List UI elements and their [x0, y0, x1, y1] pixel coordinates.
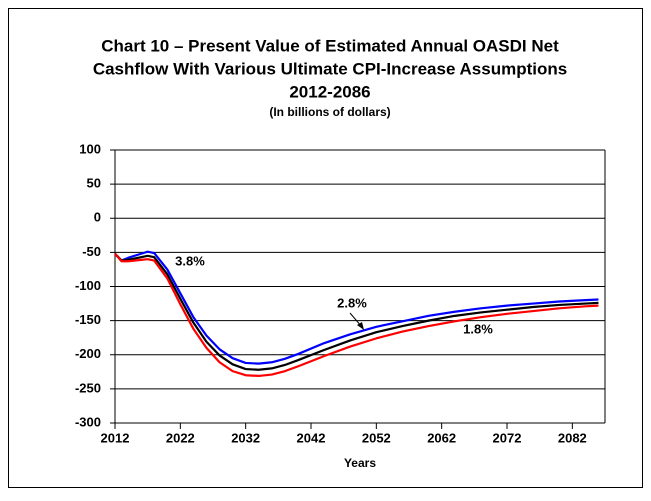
- chart-title: 2012-2086: [289, 82, 370, 101]
- series-line: [114, 250, 599, 365]
- x-tick-label: 2082: [558, 430, 587, 445]
- x-axis-label: Years: [344, 456, 376, 470]
- x-tick-label: 2012: [101, 430, 130, 445]
- y-tick-label: 0: [94, 210, 101, 225]
- x-tick-label: 2032: [231, 430, 260, 445]
- y-tick-label: -100: [75, 278, 101, 293]
- x-tick-label: 2042: [297, 430, 326, 445]
- series-line: [114, 253, 599, 378]
- x-tick-label: 2062: [427, 430, 456, 445]
- y-tick-label: -50: [82, 244, 101, 259]
- y-tick-label: -200: [75, 346, 101, 361]
- x-tick-label: 2072: [493, 430, 522, 445]
- x-tick-label: 2052: [362, 430, 391, 445]
- x-tick-label: 2022: [166, 430, 195, 445]
- frame: [8, 8, 643, 488]
- series-label: 3.8%: [175, 253, 205, 268]
- chart-subtitle: (In billions of dollars): [269, 105, 390, 119]
- y-tick-label: 50: [87, 176, 101, 191]
- chart-title: Cashflow With Various Ultimate CPI-Incre…: [93, 59, 567, 78]
- series-label: 2.8%: [337, 295, 367, 310]
- y-tick-label: 100: [79, 141, 101, 156]
- y-tick-label: -150: [75, 312, 101, 327]
- y-tick-label: -250: [75, 380, 101, 395]
- annotation-arrowhead: [357, 322, 364, 330]
- series-label: 1.8%: [463, 321, 493, 336]
- y-tick-label: -300: [75, 414, 101, 429]
- series-line: [114, 252, 599, 371]
- chart-title: Chart 10 – Present Value of Estimated An…: [101, 36, 559, 55]
